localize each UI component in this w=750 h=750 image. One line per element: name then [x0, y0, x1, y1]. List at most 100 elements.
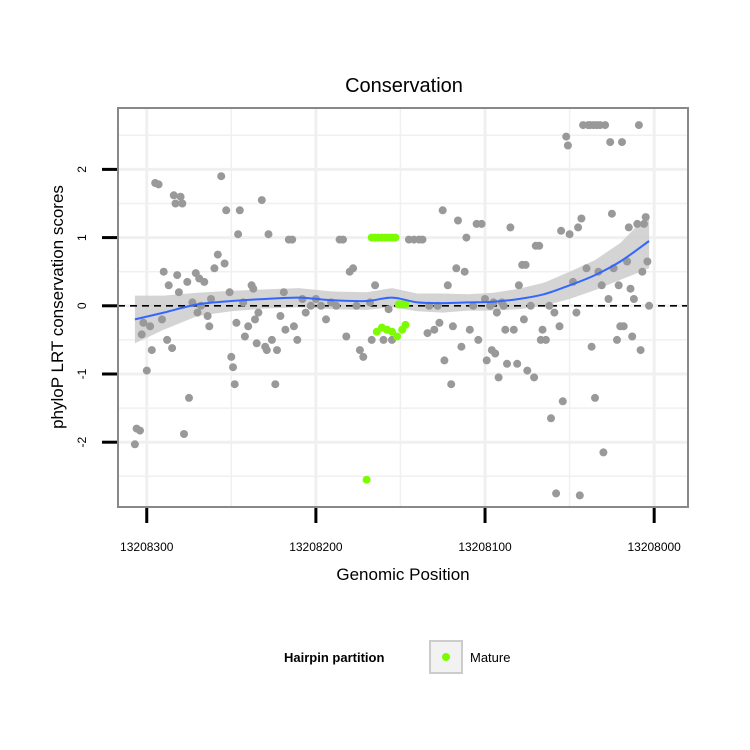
- y-tick-label: 0: [75, 302, 89, 309]
- data-point: [557, 226, 566, 235]
- data-point: [550, 308, 559, 317]
- data-point: [582, 264, 591, 273]
- y-tick-label: -2: [75, 437, 89, 448]
- data-point: [298, 295, 307, 303]
- data-point: [164, 281, 173, 290]
- data-point: [418, 235, 427, 244]
- data-point: [462, 233, 471, 242]
- data-point: [225, 288, 234, 297]
- data-point: [499, 301, 508, 310]
- legend-title: Hairpin partition: [284, 650, 384, 665]
- chart-title: Conservation: [345, 75, 463, 97]
- data-point: [558, 397, 567, 406]
- data-point: [440, 356, 449, 365]
- data-point: [257, 196, 266, 205]
- data-point: [317, 301, 325, 310]
- data-point: [448, 322, 457, 331]
- data-point: [636, 346, 645, 355]
- data-point: [252, 339, 261, 348]
- data-point: [355, 346, 364, 355]
- data-point: [482, 356, 491, 365]
- data-point: [538, 325, 547, 334]
- data-point: [281, 325, 290, 334]
- background-points: [130, 121, 654, 500]
- data-point: [180, 430, 188, 438]
- data-point: [174, 288, 183, 297]
- data-point: [572, 308, 581, 317]
- data-point: [503, 359, 511, 368]
- data-point: [234, 230, 243, 239]
- mature-point: [401, 320, 410, 329]
- data-point: [513, 359, 522, 368]
- data-point: [640, 219, 648, 228]
- data-point: [641, 213, 650, 222]
- data-point: [342, 332, 351, 341]
- data-point: [526, 301, 535, 310]
- data-point: [545, 301, 554, 310]
- data-point: [244, 322, 253, 331]
- data-point: [469, 301, 478, 310]
- data-point: [254, 308, 263, 317]
- data-point: [606, 138, 615, 147]
- data-point: [288, 235, 297, 244]
- data-point: [477, 219, 486, 228]
- data-point: [618, 138, 626, 147]
- data-point: [352, 301, 361, 310]
- legend-key-box: [429, 640, 463, 674]
- data-point: [587, 342, 596, 351]
- data-point: [205, 322, 214, 331]
- data-point: [240, 332, 249, 341]
- data-point: [183, 277, 192, 286]
- mature-point: [391, 233, 400, 242]
- data-point: [601, 121, 610, 130]
- data-point: [547, 414, 555, 423]
- mature-point: [388, 327, 396, 336]
- data-point: [262, 346, 271, 355]
- data-point: [523, 366, 532, 375]
- data-point: [430, 325, 439, 334]
- data-point: [251, 315, 259, 324]
- data-point: [227, 352, 236, 361]
- data-point: [565, 230, 574, 239]
- data-point: [306, 301, 315, 310]
- data-point: [577, 214, 586, 223]
- mature-point: [362, 475, 371, 484]
- data-point: [235, 206, 244, 215]
- data-point: [629, 295, 638, 303]
- data-point: [176, 192, 185, 201]
- data-point: [604, 295, 613, 303]
- x-tick-label: 13208100: [458, 540, 512, 554]
- data-point: [159, 267, 168, 276]
- data-point: [367, 335, 376, 344]
- data-point: [492, 308, 501, 317]
- data-point: [562, 132, 571, 141]
- plot-frame: [117, 107, 689, 508]
- data-point: [168, 344, 177, 353]
- x-tick-label: 13208200: [289, 540, 343, 554]
- data-point: [203, 312, 212, 320]
- data-point: [638, 267, 647, 276]
- data-point: [178, 199, 187, 208]
- y-axis-ticks: -2 -1 0 1 2: [75, 166, 117, 448]
- y-tick-label: -1: [75, 368, 89, 379]
- data-point: [574, 223, 583, 232]
- data-point: [519, 315, 528, 324]
- data-point: [210, 264, 219, 273]
- data-point: [139, 318, 148, 327]
- data-point: [552, 489, 561, 498]
- data-point: [481, 295, 489, 303]
- data-point: [169, 191, 178, 200]
- data-point: [154, 180, 163, 189]
- y-tick-label: 2: [75, 166, 89, 173]
- data-point: [624, 223, 633, 232]
- data-point: [222, 206, 231, 215]
- data-point: [597, 281, 606, 290]
- x-axis-title: Genomic Position: [336, 565, 469, 584]
- data-point: [207, 295, 215, 303]
- data-point: [130, 440, 139, 449]
- data-point: [634, 121, 643, 130]
- data-point: [339, 235, 347, 244]
- data-point: [443, 281, 452, 290]
- data-point: [535, 241, 544, 250]
- data-point: [423, 329, 432, 338]
